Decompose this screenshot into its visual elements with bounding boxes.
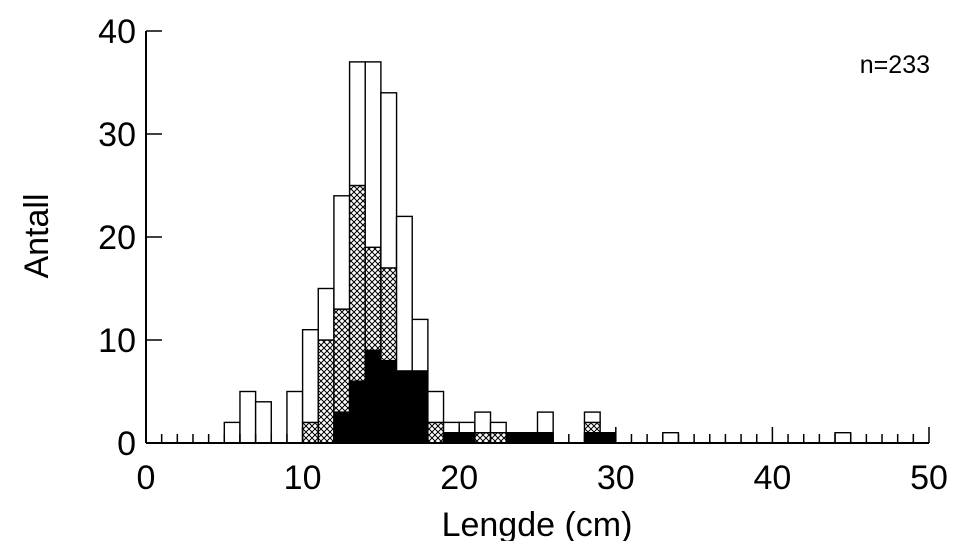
bar-open-7 (254, 401, 272, 444)
y-tick-label-30: 30 (98, 116, 136, 154)
bar-open-28 (583, 411, 601, 424)
bar-open-44 (834, 432, 852, 444)
bar-crosshatch-21 (474, 432, 492, 444)
bar-open-17 (411, 318, 429, 372)
bar-crosshatch-18 (427, 421, 445, 444)
bar-open-10 (301, 329, 319, 424)
bar-open-13 (348, 61, 366, 187)
bar-crosshatch-11 (317, 339, 335, 444)
bar-solid-14 (364, 349, 382, 444)
x-tick-label-50: 50 (910, 459, 948, 497)
bar-crosshatch-10 (301, 421, 319, 444)
bar-solid-15 (380, 359, 398, 444)
y-tick-label-0: 0 (117, 425, 136, 463)
bar-open-22 (489, 421, 507, 434)
bar-open-9 (286, 390, 304, 444)
bar-crosshatch-14 (364, 246, 382, 352)
bar-open-18 (427, 390, 445, 424)
sample-size-annotation: n=233 (860, 51, 930, 79)
bar-crosshatch-22 (489, 432, 507, 444)
bar-open-19 (442, 421, 460, 434)
bar-solid-17 (411, 370, 429, 444)
bar-open-20 (458, 421, 476, 434)
bar-open-33 (662, 432, 680, 444)
bar-solid-12 (333, 411, 351, 444)
x-tick-label-0: 0 (137, 459, 156, 497)
x-tick-label-40: 40 (753, 459, 791, 497)
bar-open-11 (317, 287, 335, 341)
bar-open-14 (364, 61, 382, 248)
bar-solid-25 (536, 432, 554, 444)
bar-open-5 (223, 421, 241, 444)
y-tick-label-40: 40 (98, 13, 136, 51)
y-tick-label-20: 20 (98, 219, 136, 257)
bar-open-16 (395, 215, 413, 372)
bar-solid-28 (583, 432, 601, 444)
bar-solid-29 (599, 432, 617, 444)
bar-open-21 (474, 411, 492, 434)
bar-solid-20 (458, 432, 476, 444)
bar-open-15 (380, 92, 398, 269)
bar-crosshatch-28 (583, 421, 601, 434)
bar-crosshatch-13 (348, 184, 366, 382)
x-tick-label-30: 30 (597, 459, 635, 497)
bar-solid-23 (505, 432, 523, 444)
bar-solid-24 (521, 432, 539, 444)
y-axis-title: Antall (18, 193, 56, 278)
bar-crosshatch-12 (333, 308, 351, 413)
bar-open-6 (239, 390, 257, 444)
bar-solid-19 (442, 432, 460, 444)
y-tick-label-10: 10 (98, 322, 136, 360)
bar-crosshatch-15 (380, 267, 398, 362)
bar-open-25 (536, 411, 554, 434)
bars-group (223, 61, 852, 444)
x-tick-label-10: 10 (284, 459, 322, 497)
bar-open-12 (333, 195, 351, 310)
bar-solid-16 (395, 370, 413, 444)
x-axis-title: Lengde (cm) (442, 506, 633, 541)
x-tick-label-20: 20 (440, 459, 478, 497)
axes-group: 0 10 20 30 40 50 0 10 20 30 40 (98, 13, 948, 497)
bar-solid-13 (348, 380, 366, 444)
